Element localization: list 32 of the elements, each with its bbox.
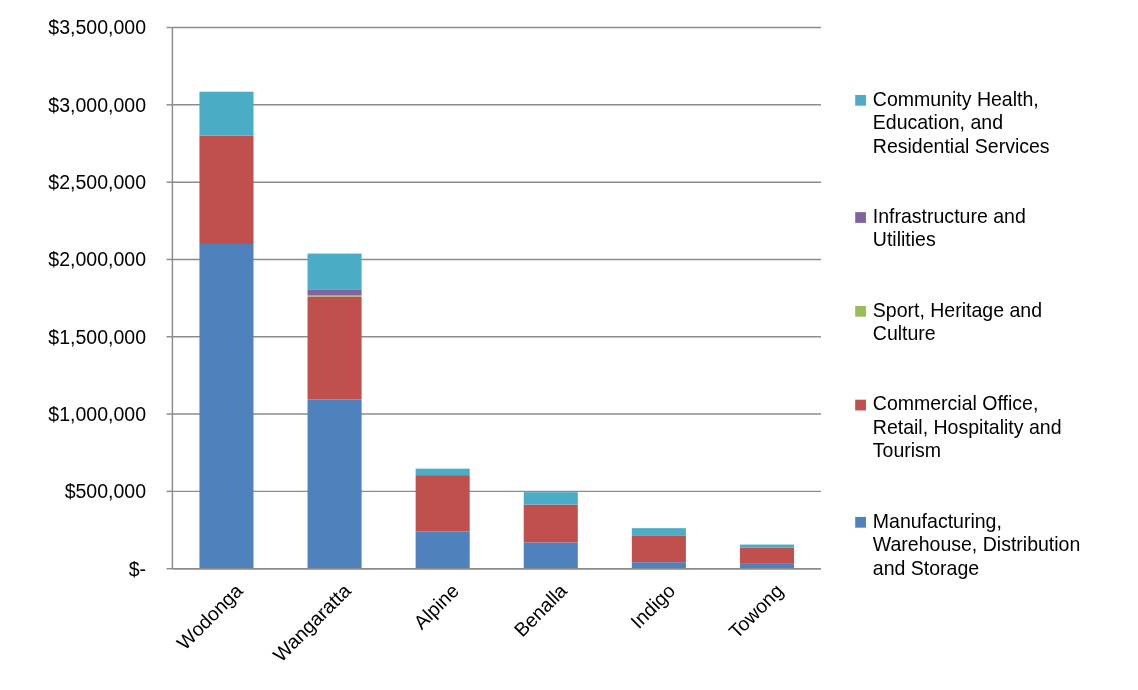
legend-label: Manufacturing, Warehouse, Distribution and Storage: [872, 509, 1081, 579]
y-tick-label: $3,500,000: [48, 16, 147, 39]
bar: [523, 492, 578, 505]
bar: [739, 544, 794, 548]
bar: [199, 91, 254, 136]
y-tick-label: $500,000: [64, 480, 147, 503]
bar: [631, 528, 686, 536]
bar: [739, 547, 794, 564]
bar: [523, 504, 578, 543]
y-tick-label: $1,500,000: [48, 325, 147, 348]
y-tick-label: $3,000,000: [48, 93, 147, 116]
bar: [307, 399, 362, 569]
bar: [307, 296, 362, 400]
y-tick-label: $1,000,000: [48, 402, 147, 425]
y-tick-label: $-: [128, 557, 147, 580]
legend-label: Commercial Office, Retail, Hospitality and Tourism: [872, 392, 1062, 462]
bar: [523, 542, 578, 569]
bar: [415, 468, 470, 476]
legend-label: Community Health, Education, and Residential Services: [872, 87, 1050, 157]
bar: [199, 244, 254, 569]
legend-label: Sport, Heritage and Culture: [872, 298, 1043, 345]
y-tick-label: $2,000,000: [48, 248, 147, 271]
bar: [631, 562, 686, 569]
bar: [415, 531, 470, 569]
legend-label: Infrastructure and Utilities: [872, 204, 1026, 251]
bar: [199, 135, 254, 244]
bar: [631, 535, 686, 563]
bar: [307, 289, 362, 296]
bar: [739, 563, 794, 569]
bar: [415, 475, 470, 532]
y-tick-label: $2,500,000: [48, 170, 147, 193]
bar: [307, 253, 362, 290]
